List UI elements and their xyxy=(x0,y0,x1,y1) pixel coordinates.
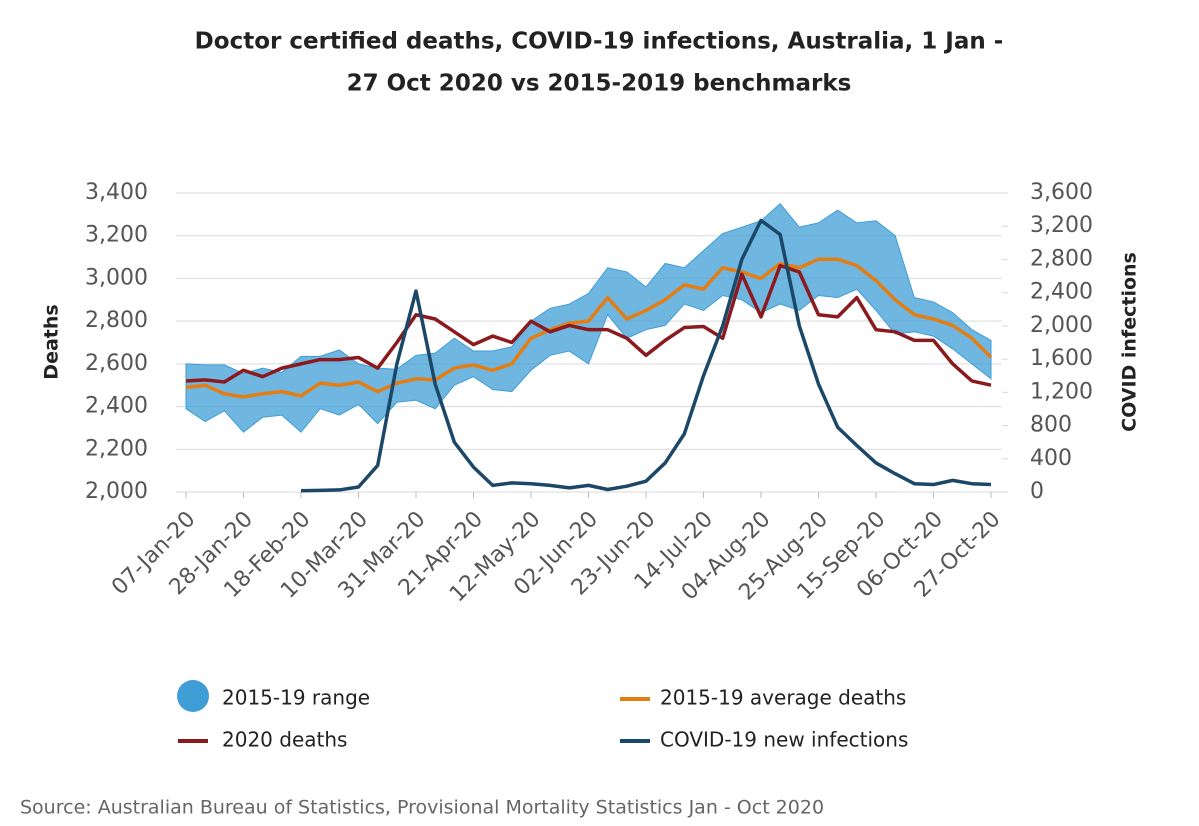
source: Source: Australian Bureau of Statistics,… xyxy=(20,797,824,819)
chart-title: Doctor certified deaths, COVID-19 infect… xyxy=(195,29,1004,55)
y2-tick-label: 1,600 xyxy=(1030,346,1093,371)
y-tick-label: 3,400 xyxy=(85,180,148,205)
y-tick-label: 2,200 xyxy=(85,436,148,461)
y2-tick-label: 0 xyxy=(1030,479,1044,504)
y-axis-label: Deaths xyxy=(41,304,63,379)
legend-label: 2020 deaths xyxy=(222,728,347,752)
y2-tick-label: 2,400 xyxy=(1030,280,1093,305)
y-tick-label: 2,400 xyxy=(85,394,148,419)
series-line xyxy=(300,218,992,493)
legend-label: COVID-19 new infections xyxy=(660,728,908,752)
y-tick-label: 2,800 xyxy=(85,308,148,333)
legend-swatch xyxy=(177,680,209,712)
y2-tick-label: 3,200 xyxy=(1030,213,1093,238)
series-line xyxy=(185,263,992,387)
y-tick-label: 2,600 xyxy=(85,351,148,376)
series-line xyxy=(185,257,993,399)
y2-tick-label: 1,200 xyxy=(1030,379,1093,404)
chart-title: 27 Oct 2020 vs 2015-2019 benchmarks xyxy=(347,71,852,97)
y-tick-label: 3,000 xyxy=(85,265,148,290)
legend-label: 2015-19 average deaths xyxy=(660,686,906,710)
legend-label: 2015-19 range xyxy=(222,686,370,710)
y2-tick-label: 2,000 xyxy=(1030,313,1093,338)
y2-axis-label: COVID infections xyxy=(1119,252,1141,432)
y2-tick-label: 800 xyxy=(1030,413,1072,438)
y-tick-label: 2,000 xyxy=(85,479,148,504)
y2-tick-label: 3,600 xyxy=(1030,180,1093,205)
y2-tick-label: 2,800 xyxy=(1030,246,1093,271)
y2-tick-label: 400 xyxy=(1030,446,1072,471)
y-tick-label: 3,200 xyxy=(85,223,148,248)
